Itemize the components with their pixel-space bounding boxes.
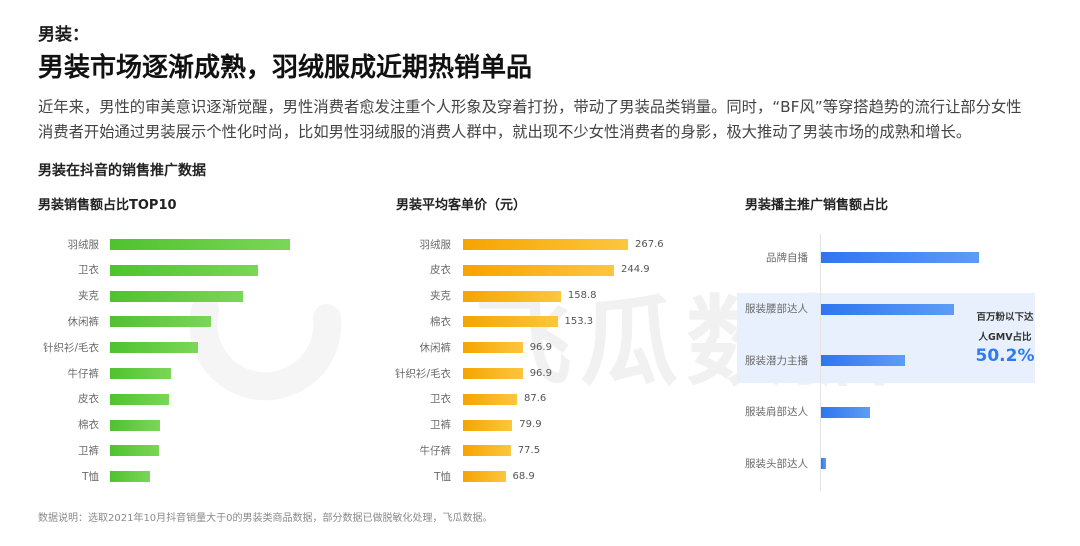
chart-title: 男装播主推广销售额占比 [745,198,889,213]
category-label: 牛仔裤 [67,367,100,380]
sales-share-top10-chart: 男装销售额占比TOP10 羽绒服卫衣夹克休闲裤针织衫/毛衣牛仔裤皮衣棉衣卫裤 T恤 [30,195,370,495]
bar [463,419,513,431]
category-label: 卫衣 [78,264,99,277]
bar [463,290,561,302]
value-label: 267.6 [635,238,664,250]
value-label: 153.3 [564,315,594,327]
bar [821,355,905,366]
bar [821,458,826,469]
intro-line: 近年来，男性的审美意识逐渐觉醒，男性消费者愈发注重个人形象及穿着打扮，带动了男装… [38,98,1022,116]
bar [821,252,979,263]
streamer-sales-share-chart: 男装播主推广销售额占比 百万粉以下达 人GMV占比 50.2% 品牌自播服装腰部… [730,195,1050,495]
category-label: 品牌自播 [766,251,808,264]
value-label: 96.9 [529,341,552,353]
y-axis-line [820,234,821,491]
watermark-logo-icon [189,296,342,401]
category-label: 卫裤 [78,444,99,457]
bar [110,368,172,379]
bar [821,406,870,418]
bar [463,445,511,457]
value-label: 96.9 [529,367,552,379]
category-label: 皮衣 [430,264,451,277]
bar [463,316,558,328]
category-label: 针织衫/毛衣 [42,341,99,354]
section-title: 男装在抖音的销售推广数据 [38,163,206,179]
category-label: 牛仔裤 [419,444,452,457]
category-label: 皮衣 [78,393,99,406]
category-label: 休闲裤 [419,341,452,354]
average-order-price-chart: 男装平均客单价（元） 羽绒服 267.6 皮衣 244.9 夹克 158.8 棉衣 153.3… [380,195,710,495]
highlight-annotation: 百万粉以下达 人GMV占比 50.2% [975,308,1035,365]
category-label: 夹克 [430,290,451,303]
value-label: 158.8 [567,290,597,302]
category-label: 卫裤 [430,419,451,432]
bar [463,368,523,379]
value-label: 77.5 [517,444,541,456]
data-source-note: 数据说明：选取2021年10月抖音销量大于0的男装类商品数据，部分数据已做脱敏化… [38,513,493,524]
category-label: 休闲裤 [67,315,100,328]
chart-title: 男装销售额占比TOP10 [38,198,177,213]
bar [110,471,150,483]
chart-title: 男装平均客单价（元） [396,198,527,213]
value-label: 79.9 [519,419,542,431]
bar [110,445,159,457]
bar [110,419,161,431]
highlight-label: 人GMV占比 [978,332,1032,343]
bar [110,239,290,250]
category-label: 服装肩部达人 [745,406,808,418]
category-label: 服装潜力主播 [745,354,808,367]
category-label: 服装头部达人 [745,457,808,470]
bar [463,471,506,483]
category-label: 卫衣 [430,393,451,406]
value-label: 68.9 [512,470,535,482]
category-label: 羽绒服 [419,238,452,251]
bar [110,393,170,405]
category-label: T恤 [434,470,451,483]
bar [463,264,614,276]
bar [821,303,954,315]
intro-line: 消费者开始通过男装展示个性化时尚，比如男性羽绒服的消费人群中，就出现不少女性消费… [38,123,972,141]
value-label: 87.6 [524,393,547,405]
category-kicker: 男装： [38,25,89,45]
category-label: 羽绒服 [67,238,100,251]
highlight-label: 百万粉以下达 [976,312,1034,323]
category-label: 棉衣 [78,419,99,432]
category-label: T恤 [82,470,99,483]
bar [110,342,199,354]
category-label: 夹克 [78,290,99,303]
bar [463,342,523,354]
bar [110,264,258,276]
bar [110,290,244,302]
intro-paragraph: 近年来，男性的审美意识逐渐觉醒，男性消费者愈发注重个人形象及穿着打扮，带动了男装… [38,95,1022,145]
bar [463,239,628,250]
category-label: 服装腰部达人 [745,303,808,315]
value-label: 244.9 [621,264,650,276]
category-label: 棉衣 [430,315,451,328]
highlight-value: 50.2% [975,346,1035,366]
bar [463,393,517,405]
category-label: 针织衫/毛衣 [394,367,451,380]
page-title: 男装市场逐渐成熟，羽绒服成近期热销单品 [38,53,533,83]
bar [110,316,211,328]
